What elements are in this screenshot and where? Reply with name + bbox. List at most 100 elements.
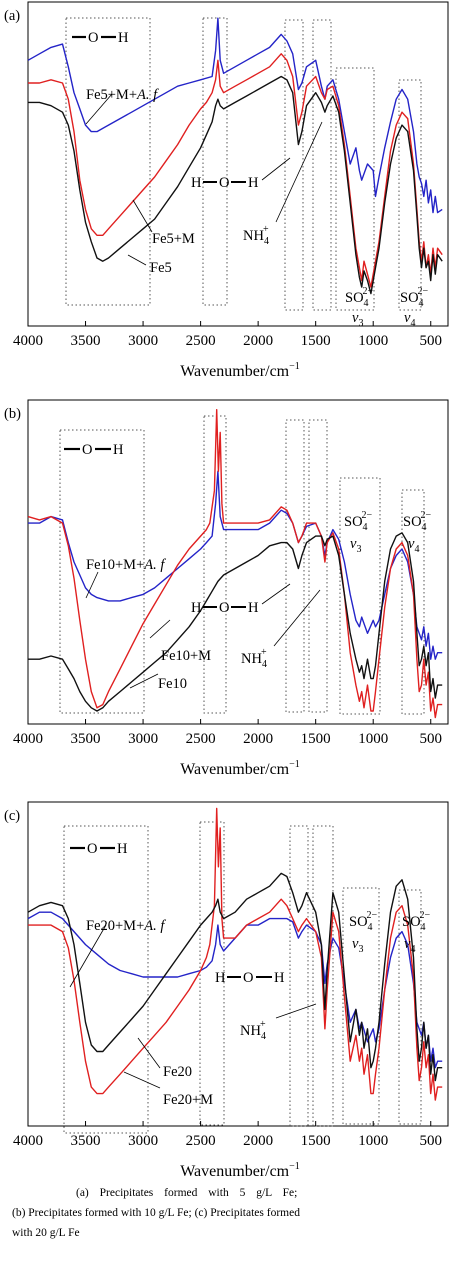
- svg-text:O: O: [243, 970, 253, 986]
- x-tick-label: 2000: [243, 333, 273, 349]
- svg-text:H: H: [117, 841, 128, 857]
- so4-v4-label: SO42−: [403, 510, 432, 533]
- label-fe-mf: Fe5+M+A. f: [86, 87, 159, 103]
- so4-v3-band-box: [339, 477, 381, 715]
- x-tick-label: 1500: [301, 731, 331, 747]
- x-tick-label: 3000: [128, 1133, 158, 1149]
- so4-v4-band-box: [401, 489, 425, 715]
- svg-text:H: H: [113, 442, 124, 458]
- label-fe-mf: Fe20+M+A. f: [86, 918, 166, 934]
- series-line-1: [28, 807, 443, 1101]
- panel-b: 4000 3500 3000 2500 2000 1500 1000 500 (b) O H …: [0, 398, 450, 793]
- x-tick-label: 1500: [301, 1133, 331, 1149]
- plot-frame: [27, 801, 449, 1127]
- leader-fe: [129, 673, 159, 689]
- svg-text:H: H: [215, 970, 226, 986]
- svg-text:H: H: [191, 600, 202, 616]
- band-boxes: [65, 17, 422, 311]
- so4-v4-label: SO42−: [400, 286, 429, 309]
- x-tick-label: 2500: [186, 731, 216, 747]
- panel-label: (c): [4, 808, 20, 824]
- label-fe: Fe20: [163, 1064, 192, 1080]
- co2-band-box: [199, 821, 225, 1126]
- x-tick-label: 3500: [71, 1133, 101, 1149]
- caption-line-2: (b) Precipitates formed with 10 g/L Fe; …: [12, 1207, 300, 1219]
- ftir-chart-b: 4000 3500 3000 2500 2000 1500 1000 500 (b) O H …: [4, 399, 449, 778]
- oh-band-box: [63, 825, 149, 1134]
- svg-text:H: H: [248, 600, 259, 616]
- x-tick-label: 500: [419, 333, 442, 349]
- nu3-label: ν3: [352, 310, 363, 329]
- oh-label: O H: [64, 442, 124, 458]
- ftir-chart-c: 4000 3500 3000 2500 2000 1500 1000 500 (c) O H …: [4, 801, 449, 1180]
- panel-label: (a): [4, 8, 20, 24]
- nh4-label: NH4+: [243, 121, 323, 247]
- x-tick-label: 4000: [13, 1133, 43, 1149]
- label-fe-m: Fe5+M: [152, 231, 195, 247]
- band-boxes: [59, 415, 425, 715]
- oh-label: O H: [72, 30, 129, 46]
- x-tick-label: 1000: [358, 333, 388, 349]
- x-axis-label: Wavenumber/cm−1: [180, 1161, 300, 1180]
- x-axis-label: Wavenumber/cm−1: [180, 759, 300, 778]
- series-line-0: [27, 17, 443, 214]
- hoh-band-box: [289, 825, 309, 1127]
- x-tick-label: 500: [419, 731, 442, 747]
- oh-band-box: [65, 17, 151, 306]
- x-tick-label: 1500: [301, 333, 331, 349]
- x-tick-label: 3000: [128, 731, 158, 747]
- x-tick-label: 1000: [358, 1133, 388, 1149]
- nu3-label: ν3: [352, 936, 363, 955]
- co2-band-box: [203, 415, 227, 714]
- label-fe: Fe10: [158, 676, 187, 692]
- hoh-label: H O H: [191, 583, 291, 616]
- x-axis-label: Wavenumber/cm−1: [180, 361, 300, 380]
- x-tick-label: 2500: [186, 333, 216, 349]
- so4-v4-label: SO42−: [402, 910, 431, 933]
- x-tick-label: 4000: [13, 333, 43, 349]
- svg-text:O: O: [82, 442, 92, 458]
- svg-text:O: O: [219, 600, 229, 616]
- plot-frame: [27, 1, 449, 327]
- hoh-band-box: [284, 19, 304, 311]
- oh-label-o: O: [88, 30, 98, 46]
- label-fe-m: Fe20+M: [163, 1092, 213, 1108]
- nu4-label: ν4: [404, 310, 415, 329]
- oh-label: O H: [70, 841, 128, 857]
- series-line-2: [27, 872, 443, 1082]
- caption-line-3: with 20 g/L Fe: [12, 1227, 80, 1239]
- nu4-label: ν4: [404, 936, 415, 955]
- x-tick-label: 1000: [358, 731, 388, 747]
- nu4-label: ν4: [408, 536, 419, 555]
- svg-text:H: H: [191, 175, 202, 191]
- leader-fe-m: [149, 619, 171, 639]
- label-fe: Fe5: [150, 260, 172, 276]
- ftir-chart-a: 4000 3500 3000 2500 2000 1500 1000 500 (a) O H …: [4, 1, 449, 380]
- x-tick-label: 500: [419, 1133, 442, 1149]
- svg-text:NH4+: NH4+: [243, 224, 269, 247]
- so4-v3-band-box: [335, 67, 375, 311]
- label-fe-mf: Fe10+M+A. f: [86, 557, 166, 573]
- x-tick-label: 4000: [13, 731, 43, 747]
- series-line-1: [27, 409, 443, 719]
- hoh-band-box: [285, 419, 305, 713]
- x-tick-label: 2500: [186, 1133, 216, 1149]
- series-line-1: [28, 53, 443, 288]
- oh-band-box: [59, 429, 145, 714]
- leader-fe: [137, 1037, 161, 1069]
- x-tick-label: 2000: [243, 1133, 273, 1149]
- svg-text:H: H: [248, 175, 259, 191]
- hoh-label: H O H: [191, 157, 291, 191]
- leader-fe: [127, 254, 147, 266]
- series-line-2: [28, 75, 443, 295]
- nh4-band-box: [308, 419, 328, 713]
- panel-label: (b): [4, 406, 21, 422]
- nu3-label: ν3: [350, 536, 361, 555]
- svg-text:O: O: [87, 841, 97, 857]
- oh-label-h: H: [118, 30, 129, 46]
- leader-fe-mf: [85, 93, 113, 125]
- series-line-2: [28, 532, 443, 712]
- panel-c: 4000 3500 3000 2500 2000 1500 1000 500 (c) O H …: [0, 800, 450, 1182]
- so4-v3-label: SO42−: [349, 910, 378, 933]
- figure-caption: (a) Precipitates formed with 5 g/L Fe; (…: [0, 1183, 450, 1243]
